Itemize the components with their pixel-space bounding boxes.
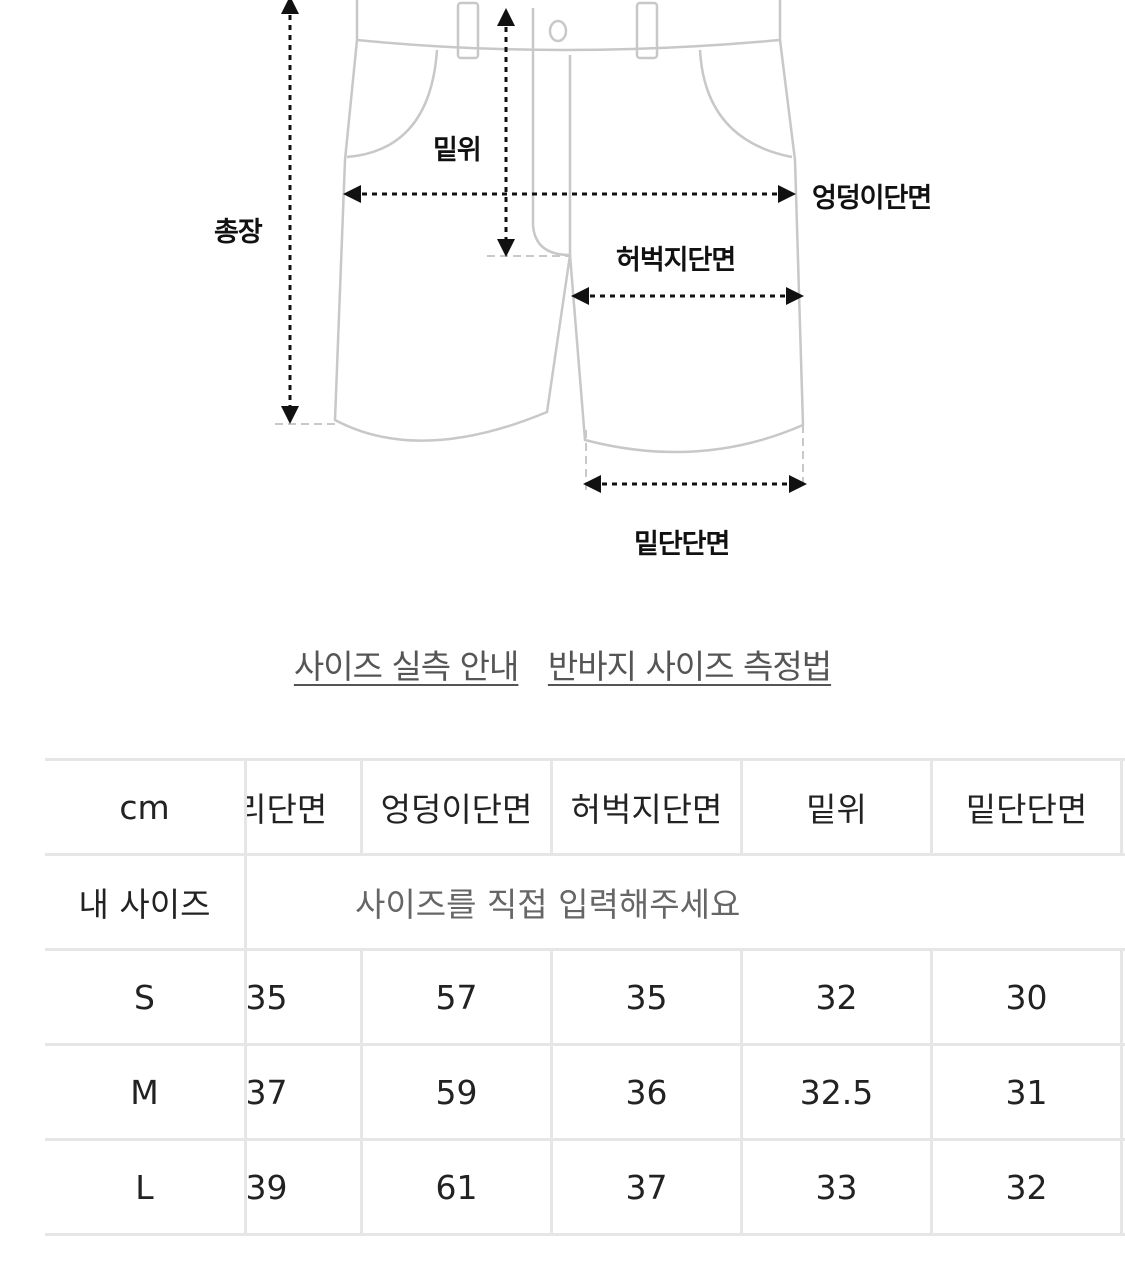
hem-label: 밑단단면 [634, 529, 730, 560]
hip-label: 엉덩이단면 [812, 183, 932, 214]
table-header-row: 허리단면엉덩이단면허벅지단면밑위밑단단면 [247, 758, 1125, 853]
column-header: 밑단단면 [933, 761, 1123, 853]
size-table-fixed-column: cm 내 사이즈 S M L [45, 758, 247, 1236]
size-guide-link[interactable]: 사이즈 실측 안내 [293, 647, 519, 686]
table-cell: 57 [363, 951, 553, 1043]
my-size-row: 내 사이즈 [45, 853, 247, 948]
column-header: 엉덩이단면 [363, 761, 553, 853]
table-header-row: cm [45, 758, 247, 853]
table-row: 37 59 36 32.5 31 [247, 1043, 1125, 1138]
table-row: 35 57 35 32 30 [247, 948, 1125, 1043]
table-cell: 36 [553, 1046, 743, 1138]
column-header: 밑위 [743, 761, 933, 853]
table-cell: 31 [933, 1046, 1123, 1138]
table-cell: 35 [247, 951, 363, 1043]
table-cell: 32.5 [743, 1046, 933, 1138]
table-row: M [45, 1043, 247, 1138]
column-header: 허벅지단면 [553, 761, 743, 853]
table-row: L [45, 1138, 247, 1236]
table-cell: 61 [363, 1141, 553, 1233]
size-label: M [45, 1046, 247, 1138]
column-header: 허리단면 [247, 761, 363, 853]
total-length-label: 총장 [214, 217, 263, 248]
table-row: 39 61 37 33 32 [247, 1138, 1125, 1236]
size-table-scroll-area[interactable]: 허리단면엉덩이단면허벅지단면밑위밑단단면사이즈를 직접 입력해주세요 355735… [247, 758, 1125, 1236]
unit-header: cm [45, 761, 247, 853]
size-label: S [45, 951, 247, 1043]
table-cell: 32 [933, 1141, 1123, 1233]
shorts-outline [333, 0, 805, 454]
table-cell: 59 [363, 1046, 553, 1138]
rise-label: 밑위 [433, 135, 482, 166]
thigh-label: 허벅지단면 [616, 245, 736, 276]
table-cell: 32 [743, 951, 933, 1043]
size-links: 사이즈 실측 안내 반바지 사이즈 측정법 [0, 640, 1125, 688]
table-cell: 37 [247, 1046, 363, 1138]
table-cell: 35 [553, 951, 743, 1043]
table-cell: 39 [247, 1141, 363, 1233]
my-size-label: 내 사이즈 [45, 856, 247, 948]
my-size-row: 사이즈를 직접 입력해주세요 [247, 853, 1125, 948]
my-size-input[interactable]: 사이즈를 직접 입력해주세요 [355, 885, 741, 924]
table-cell: 30 [933, 951, 1123, 1043]
table-cell: 33 [743, 1141, 933, 1233]
measure-method-link[interactable]: 반바지 사이즈 측정법 [547, 647, 832, 686]
guide-lines [275, 255, 804, 490]
shorts-measurement-diagram: 총장 밑위 엉덩이단면 허벅지단면 밑단단면 [0, 0, 1125, 570]
measurement-arrows [281, 0, 807, 493]
table-cell: 37 [553, 1141, 743, 1233]
table-row: S [45, 948, 247, 1043]
size-label: L [45, 1141, 247, 1233]
shorts-illustration [275, 0, 807, 493]
